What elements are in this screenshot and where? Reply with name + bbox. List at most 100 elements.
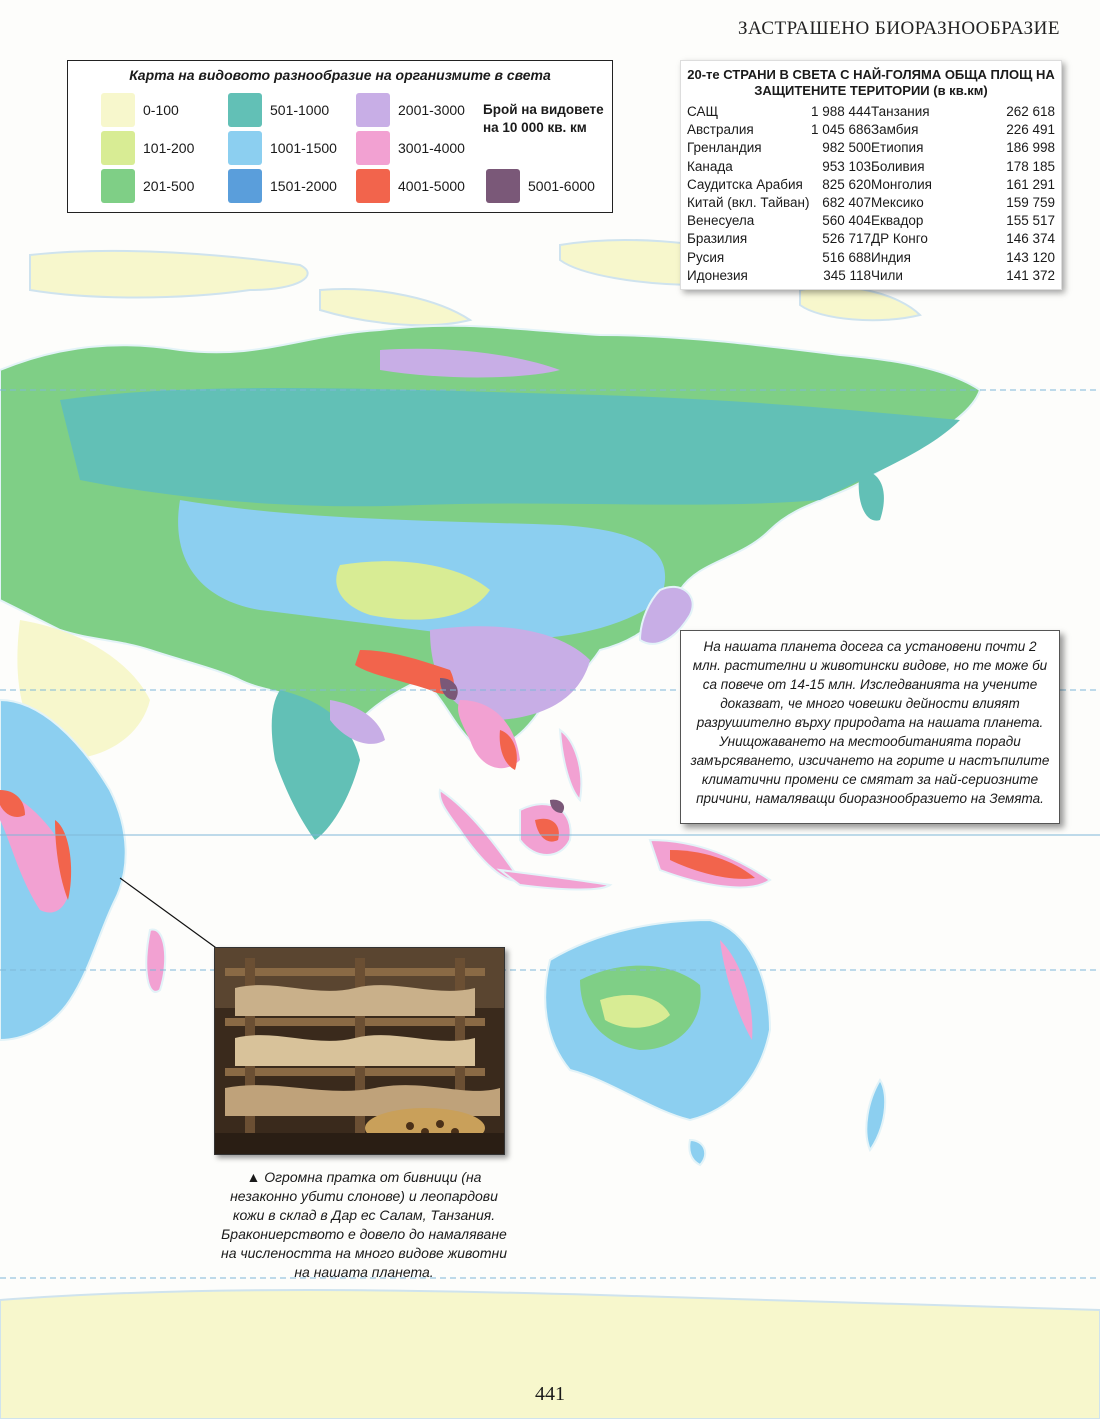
legend-swatch: [228, 169, 262, 203]
area-value: 682 407: [822, 195, 871, 211]
country-name: ДР Конго: [871, 231, 928, 247]
legend-label: 0-100: [143, 102, 179, 118]
area-value: 141 372: [1006, 267, 1055, 283]
novaya-zemlya: [319, 288, 473, 327]
info-note-box: На нашата планета досега са установени п…: [680, 630, 1060, 824]
table-row: САЩ 1 988 444: [687, 103, 871, 121]
table-row: Гренландия 982 500: [687, 139, 871, 157]
legend-swatch: [101, 93, 135, 127]
legend-label: 3001-4000: [398, 140, 465, 156]
country-name: Саудитска Арабия: [687, 176, 803, 192]
photo-illustration: [215, 948, 504, 1154]
australia-east-pink: [720, 940, 753, 1040]
area-value: 226 491: [1006, 122, 1055, 138]
country-name: Монголия: [871, 176, 932, 192]
legend-swatch: [101, 131, 135, 165]
country-name: Замбия: [871, 122, 919, 138]
australia-desert: [600, 995, 670, 1028]
table-row: Монголия 161 291: [871, 176, 1055, 194]
country-name: САЩ: [687, 104, 719, 119]
area-value: 1 045 686: [810, 122, 871, 138]
country-name: Идонезия: [687, 267, 748, 283]
legend-swatch: [486, 169, 520, 203]
area-value: 1 988 444: [810, 104, 871, 119]
area-value: 178 185: [1006, 158, 1055, 174]
legend-swatch: [228, 131, 262, 165]
legend-label: 1501-2000: [270, 178, 337, 194]
table-row: Саудитска Арабия 825 620: [687, 176, 871, 194]
photo-caption: ▲ Огромна пратка от бивници (на незаконн…: [221, 1169, 507, 1280]
legend-swatch: [356, 93, 390, 127]
protected-areas-right-column: Танзания 262 618 Замбия 226 491 Етиопия 186…: [871, 103, 1055, 285]
page-header-title: ЗАСТРАШЕНО БИОРАЗНООБРАЗИЕ: [738, 18, 1060, 39]
legend-swatch: [356, 169, 390, 203]
japan: [638, 585, 694, 645]
country-name: Русия: [687, 249, 725, 265]
legend-label: 2001-3000: [398, 102, 465, 118]
area-value: 825 620: [822, 176, 871, 192]
area-value: 526 717: [822, 231, 871, 247]
legend-item: 1001-1500: [228, 131, 337, 165]
legend-item: 4001-5000: [356, 169, 465, 203]
table-row: Индия 143 120: [871, 249, 1055, 267]
country-name: Еквадор: [871, 213, 924, 229]
area-value: 516 688: [822, 249, 871, 265]
tasmania: [688, 1138, 707, 1167]
area-value: 161 291: [1006, 176, 1055, 192]
country-name: Канада: [687, 158, 733, 174]
country-name: Индия: [871, 249, 911, 265]
table-row: Етиопия 186 998: [871, 139, 1055, 157]
africa-pink: [0, 790, 71, 913]
table-row: Боливия 178 185: [871, 158, 1055, 176]
arctic-islands: [29, 249, 309, 299]
borneo-red: [535, 818, 559, 842]
table-row: Венесуела 560 404: [687, 212, 871, 230]
gobi-desert: [336, 561, 490, 620]
legend-title: Карта на видовото разнообразие на органи…: [129, 67, 551, 83]
protected-areas-left-column: САЩ 1 988 444 Австралия 1 045 686 Гренланд…: [687, 103, 871, 285]
legend-swatch: [356, 131, 390, 165]
table-row: Мексико 159 759: [871, 194, 1055, 212]
page-number: 441: [535, 1383, 565, 1405]
himalaya-red: [355, 650, 454, 694]
country-name: Китай (вкл. Тайван): [687, 195, 810, 211]
area-value: 262 618: [1006, 104, 1055, 119]
borneo-dark: [550, 799, 565, 813]
photo-callout-line: [119, 877, 231, 959]
antarctica: [0, 1289, 1100, 1419]
legend-unit-label: Брой на видовете на 10 000 кв. км: [483, 102, 604, 135]
kamchatka: [858, 470, 884, 521]
legend-label: 1001-1500: [270, 140, 337, 156]
legend-label: 101-200: [143, 140, 195, 156]
table-row: Китай (вкл. Тайван) 682 407: [687, 194, 871, 212]
area-value: 155 517: [1006, 213, 1055, 229]
table-row: Идонезия 345 118: [687, 267, 871, 285]
country-name: Мексико: [871, 195, 924, 211]
table-row: Чили 141 372: [871, 267, 1055, 285]
country-name: Гренландия: [687, 140, 762, 156]
east-africa-red: [55, 820, 72, 900]
area-value: 186 998: [1006, 140, 1055, 156]
legend-label: 501-1000: [270, 102, 330, 118]
india-purple: [330, 700, 385, 744]
country-name: Боливия: [871, 158, 925, 174]
china-purple: [430, 626, 590, 720]
legend-swatch: [101, 169, 135, 203]
philippines: [558, 728, 583, 803]
table-row: Еквадор 155 517: [871, 212, 1055, 230]
java: [496, 868, 613, 891]
siberia-band: [60, 388, 960, 507]
legend-label: 4001-5000: [398, 178, 465, 194]
himalaya-dark: [440, 678, 458, 700]
ivory-warehouse-photo: [214, 947, 505, 1155]
table-row: ДР Конго 146 374: [871, 230, 1055, 248]
table-row: Замбия 226 491: [871, 121, 1055, 139]
country-name: Етиопия: [871, 140, 924, 156]
country-name: Бразилия: [687, 231, 748, 247]
legend-item: 1501-2000: [228, 169, 337, 203]
table-row: Танзания 262 618: [871, 103, 1055, 121]
area-value: 345 118: [823, 267, 871, 283]
legend-item: 3001-4000: [356, 131, 465, 165]
protected-areas-title: 20-те СТРАНИ В СВЕТА С НАЙ-ГОЛЯМА ОБЩА П…: [687, 67, 1055, 98]
